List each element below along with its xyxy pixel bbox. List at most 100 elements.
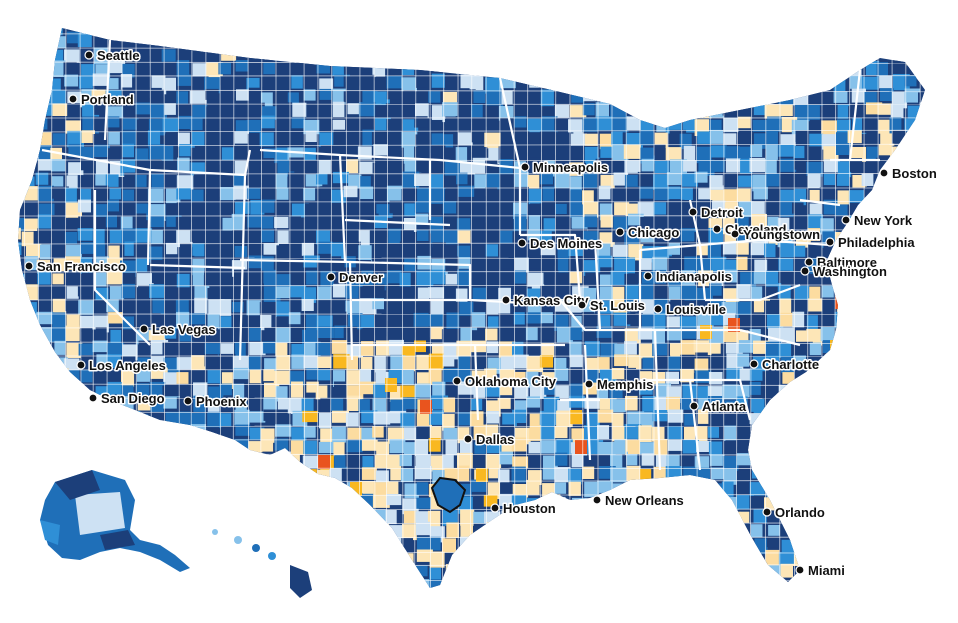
county-cell bbox=[891, 314, 903, 331]
county-cell bbox=[149, 496, 162, 509]
county-cell bbox=[291, 427, 307, 444]
county-cell bbox=[794, 158, 809, 170]
county-cell bbox=[541, 326, 554, 340]
county-cell bbox=[652, 63, 665, 77]
county-cell bbox=[753, 271, 769, 284]
county-cell bbox=[820, 524, 832, 541]
county-cell bbox=[820, 34, 832, 47]
county-cell bbox=[682, 384, 698, 399]
county-cell bbox=[765, 355, 780, 369]
county-cell bbox=[893, 412, 906, 426]
county-cell bbox=[819, 28, 834, 35]
county-cell bbox=[403, 90, 416, 106]
county-cell bbox=[680, 301, 693, 318]
county-cell bbox=[582, 173, 598, 188]
county-cell bbox=[333, 442, 345, 457]
county-cell bbox=[386, 159, 401, 172]
county-cell bbox=[385, 284, 400, 301]
county-cell bbox=[18, 329, 23, 343]
county-cell bbox=[18, 312, 22, 324]
county-cell bbox=[780, 134, 796, 147]
county-cell bbox=[301, 287, 317, 303]
county-cell bbox=[851, 593, 864, 609]
county-cell bbox=[693, 75, 706, 88]
county-cell bbox=[471, 312, 486, 328]
county-cell bbox=[319, 88, 332, 100]
county-cell bbox=[583, 61, 599, 76]
county-cell bbox=[932, 537, 949, 551]
county-cell bbox=[864, 91, 877, 105]
county-cell bbox=[274, 523, 287, 538]
county-cell bbox=[21, 115, 38, 132]
county-cell bbox=[600, 214, 613, 228]
county-cell bbox=[105, 90, 122, 106]
county-cell bbox=[933, 427, 949, 444]
county-cell bbox=[861, 173, 874, 186]
county-cell bbox=[919, 314, 925, 329]
county-cell bbox=[681, 453, 698, 466]
county-cell bbox=[161, 49, 176, 62]
county-cell bbox=[583, 578, 600, 588]
county-cell bbox=[628, 273, 640, 288]
county-cell bbox=[81, 64, 95, 76]
county-cell bbox=[18, 340, 23, 358]
county-cell bbox=[514, 46, 532, 60]
county-cell bbox=[819, 187, 834, 202]
county-cell bbox=[778, 270, 791, 283]
county-cell bbox=[320, 397, 334, 411]
city-label-kansas-city: Kansas City bbox=[514, 293, 589, 308]
county-cell bbox=[864, 384, 880, 397]
county-cell bbox=[386, 494, 402, 506]
county-cell bbox=[670, 594, 687, 610]
county-cell bbox=[794, 104, 810, 122]
county-cell bbox=[893, 397, 910, 411]
county-cell bbox=[193, 537, 208, 551]
county-cell bbox=[484, 579, 499, 588]
county-cell bbox=[64, 74, 79, 87]
county-cell bbox=[794, 28, 806, 34]
county-cell bbox=[921, 578, 925, 588]
county-cell bbox=[936, 369, 950, 385]
county-cell bbox=[386, 454, 402, 470]
county-cell bbox=[670, 565, 687, 583]
county-cell bbox=[92, 424, 110, 440]
county-cell bbox=[92, 73, 108, 86]
county-cell bbox=[655, 552, 672, 568]
county-cell bbox=[683, 145, 696, 161]
county-cell bbox=[290, 188, 302, 202]
county-cell bbox=[485, 453, 502, 469]
county-cell bbox=[263, 269, 276, 286]
county-cell bbox=[110, 423, 125, 440]
county-cell bbox=[175, 468, 189, 482]
county-cell bbox=[485, 565, 501, 577]
county-cell bbox=[833, 441, 850, 456]
county-cell bbox=[442, 510, 458, 526]
county-cell bbox=[137, 298, 151, 313]
county-cell bbox=[712, 32, 724, 49]
county-cell bbox=[514, 383, 529, 399]
county-cell bbox=[736, 535, 749, 549]
county-cell bbox=[543, 579, 557, 588]
county-cell bbox=[544, 564, 557, 579]
county-cell bbox=[234, 160, 247, 176]
county-cell bbox=[530, 592, 546, 604]
county-cell bbox=[137, 414, 153, 429]
county-cell bbox=[725, 595, 741, 607]
county-cell bbox=[24, 28, 41, 33]
county-cell bbox=[220, 539, 233, 557]
county-cell bbox=[176, 91, 189, 104]
county-cell bbox=[25, 49, 41, 65]
county-cell bbox=[836, 286, 853, 302]
county-cell bbox=[220, 329, 235, 342]
county-cell bbox=[260, 428, 275, 443]
county-cell bbox=[50, 159, 66, 172]
county-cell bbox=[725, 158, 741, 173]
county-cell bbox=[276, 274, 292, 289]
county-cell bbox=[878, 316, 891, 332]
county-cell bbox=[164, 327, 177, 339]
county-cell bbox=[249, 496, 261, 510]
county-cell bbox=[218, 496, 231, 510]
county-cell bbox=[820, 481, 837, 494]
county-cell bbox=[472, 157, 489, 174]
county-cell bbox=[598, 185, 611, 200]
